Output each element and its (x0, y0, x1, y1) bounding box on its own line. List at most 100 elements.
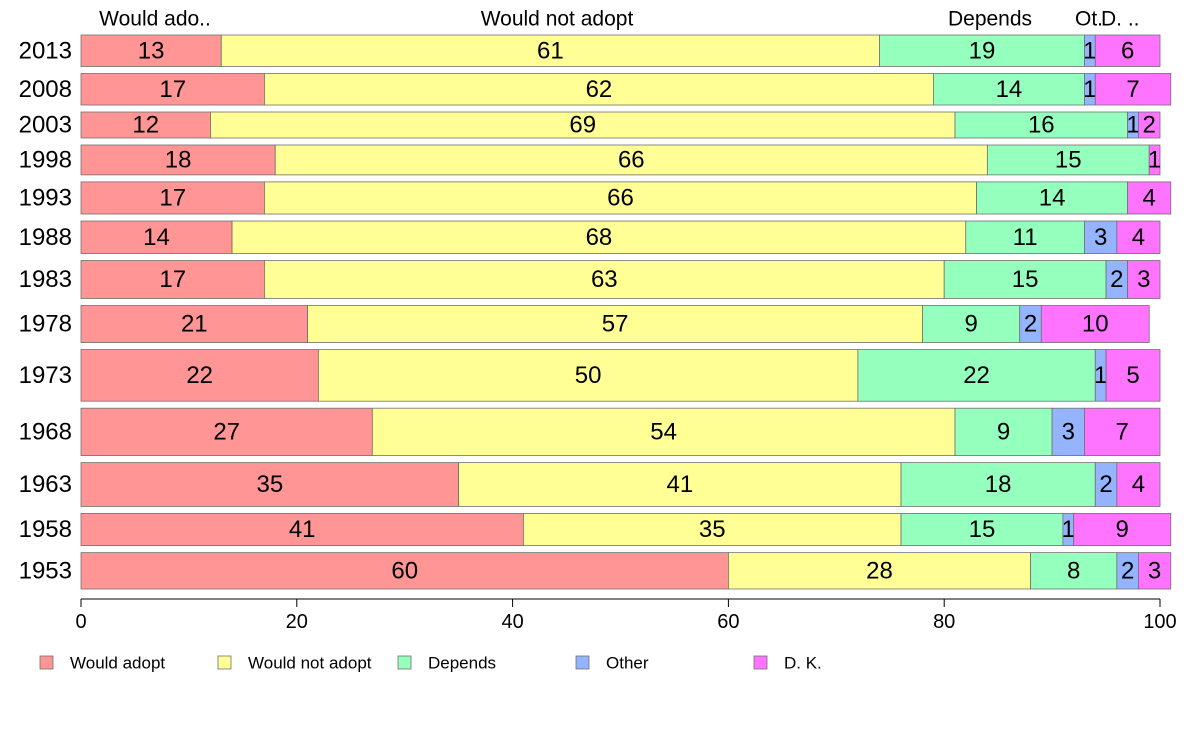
y-tick-label: 1963 (19, 471, 72, 498)
y-tick-label: 1958 (19, 516, 72, 543)
bar-segment (1051, 407, 1085, 457)
bar-segment (231, 220, 967, 254)
data-label: 15 (969, 516, 996, 543)
data-label: 3 (1094, 224, 1107, 251)
y-tick-label: 2003 (19, 112, 72, 139)
data-label: 35 (256, 471, 283, 498)
bar-segment (80, 305, 308, 343)
data-label: 11 (1013, 224, 1038, 251)
bar-segment (879, 34, 1085, 67)
data-label: 16 (1028, 112, 1055, 139)
data-label: 2 (1121, 557, 1134, 584)
y-tick-label: 1993 (19, 184, 72, 211)
data-label: 17 (159, 184, 186, 211)
data-label: 1 (1126, 112, 1139, 139)
data-label: 2 (1099, 471, 1112, 498)
data-label: 35 (699, 516, 726, 543)
bar-segment (943, 260, 1107, 299)
bar-segment (922, 305, 1021, 343)
bar-segment (80, 181, 265, 215)
bar-segment (857, 349, 1096, 402)
data-label: 66 (607, 184, 634, 211)
data-label: 1 (1062, 516, 1075, 543)
data-label: 2 (1110, 266, 1123, 293)
bar-segment (1073, 513, 1172, 547)
data-label: 22 (186, 362, 213, 389)
data-label: 61 (537, 37, 564, 64)
bar-segment (1040, 305, 1150, 343)
data-label: 19 (969, 37, 996, 64)
data-label: 18 (985, 471, 1012, 498)
data-label: 7 (1126, 76, 1139, 103)
top-label: Depends (948, 8, 1032, 31)
bar-segment (458, 462, 902, 507)
bar-segment (933, 73, 1085, 106)
bar-segment (1127, 181, 1172, 215)
y-tick-label: 1973 (19, 362, 72, 389)
bar-segment (80, 462, 460, 507)
top-label: Ot. (1075, 8, 1103, 31)
y-tick-label: 1983 (19, 266, 72, 293)
bar-segment (1138, 111, 1161, 139)
data-label: 41 (666, 471, 693, 498)
legend-label: Would not adopt (248, 654, 372, 673)
data-label: 62 (586, 76, 613, 103)
bar-segment (274, 144, 988, 176)
data-label: 1 (1148, 146, 1161, 173)
data-label: 54 (650, 418, 677, 445)
bar-segment (1094, 34, 1161, 67)
data-label: 2 (1024, 311, 1037, 338)
bar-segment (1127, 260, 1161, 299)
data-label: 21 (181, 311, 208, 338)
data-label: 6 (1121, 37, 1134, 64)
data-label: 60 (391, 557, 418, 584)
data-label: 3 (1148, 557, 1161, 584)
legend-swatch (575, 655, 590, 670)
data-label: 14 (1039, 184, 1066, 211)
legend-swatch (217, 655, 232, 670)
y-tick-labels: 2013 2008 2003 1998 1993 1988 1983 1978 1973 1968… (19, 37, 72, 584)
data-label: 63 (591, 266, 618, 293)
data-label: 7 (1116, 418, 1129, 445)
y-tick-label: 2008 (19, 76, 72, 103)
data-label: 1 (1094, 362, 1107, 389)
data-label: 5 (1126, 362, 1139, 389)
bar-segment (80, 73, 265, 106)
y-tick-label: 1968 (19, 418, 72, 445)
data-label: 27 (213, 418, 240, 445)
data-label: 15 (1055, 146, 1082, 173)
bar-segment (80, 513, 524, 547)
bar-segment (80, 144, 276, 176)
data-label: 1 (1083, 37, 1096, 64)
data-label: 9 (964, 311, 977, 338)
data-label: 4 (1132, 224, 1145, 251)
bar-segment (986, 144, 1150, 176)
bar-segment (1094, 73, 1172, 106)
bar-segment (976, 181, 1129, 215)
bar-segment (1084, 407, 1161, 457)
bar-segment (1148, 144, 1161, 176)
legend-swatch (39, 655, 54, 670)
data-label: 9 (1116, 516, 1129, 543)
bar-segment (317, 349, 859, 402)
data-label: 8 (1067, 557, 1080, 584)
bar-segment (954, 111, 1129, 139)
y-tick-label: 1998 (19, 146, 72, 173)
bar-segment (307, 305, 924, 343)
bar-segment (220, 34, 880, 67)
legend-label: Depends (428, 654, 496, 673)
data-label: 66 (618, 146, 645, 173)
data-label: 2 (1143, 112, 1156, 139)
bar-segment (1138, 552, 1172, 590)
legend: Would adopt Would not adopt Depends Other D.… (39, 654, 822, 673)
data-label: 17 (159, 76, 186, 103)
x-tick-label: 20 (286, 611, 308, 633)
bar-segment (80, 111, 211, 139)
data-label: 50 (575, 362, 602, 389)
x-tick-label: 100 (1143, 611, 1176, 633)
data-label: 14 (143, 224, 170, 251)
legend-swatch (753, 655, 768, 670)
bar-segment (1105, 349, 1161, 402)
data-label: 4 (1143, 184, 1156, 211)
bar-segment (80, 260, 265, 299)
